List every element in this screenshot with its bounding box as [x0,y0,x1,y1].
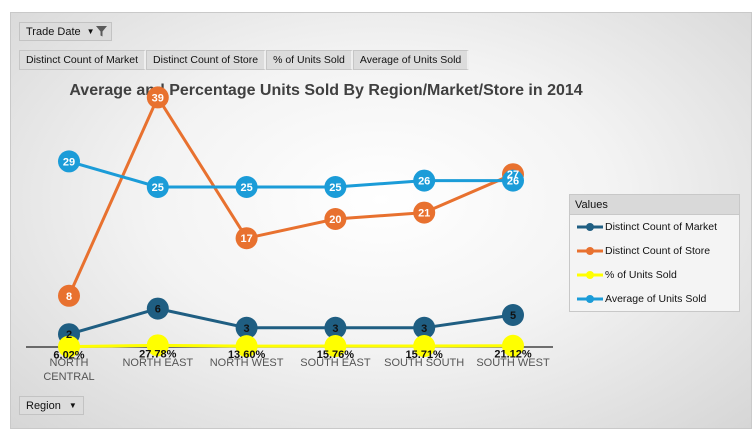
data-point[interactable] [58,150,80,173]
data-point[interactable] [235,227,258,250]
data-label: 3 [332,323,338,335]
data-label: 25 [240,182,252,194]
data-label: 6 [155,304,161,316]
data-label: 15.76% [317,349,355,361]
data-label: 25 [329,182,341,194]
chart-title: Average and Percentage Units Sold By Reg… [69,82,583,99]
legend-marker-line-icon [577,271,603,279]
data-point[interactable] [413,201,436,224]
plot-area: NORTH CENTRAL NORTH EAST NORTH WEST SOUTH EA… [26,86,553,383]
data-point[interactable] [502,334,524,357]
legend: Values Distinct Count of Market Distinct… [569,194,740,312]
data-label: 26 [507,176,519,188]
legend-label: % of Units Sold [605,269,677,281]
data-point[interactable] [146,176,169,198]
value-button-distinct-count-market[interactable]: Distinct Count of Market [19,50,147,70]
data-point[interactable] [146,297,169,320]
value-button-distinct-count-store[interactable]: Distinct Count of Store [146,50,267,70]
data-point[interactable] [235,176,258,198]
trade-date-filter-label: Trade Date [26,25,81,38]
data-label: 3 [421,323,427,335]
series-line--of-units-sold [68,343,514,349]
data-point[interactable] [58,335,80,358]
pivot-chart-area: Trade Date ▼ Distinct Count of Market Di… [10,12,752,429]
data-label: 27.78% [139,348,177,360]
series-line-distinct-count-of-store [67,95,514,297]
x-tick-label: SOUTH WEST [476,357,550,369]
data-point[interactable] [413,335,436,358]
data-point[interactable] [502,169,524,192]
x-tick-label: SOUTH EAST [300,357,371,369]
legend-item-average-units-sold[interactable]: Average of Units Sold [570,287,739,311]
data-point[interactable] [324,335,347,358]
legend-item-pct-units-sold[interactable]: % of Units Sold [570,263,739,287]
data-point[interactable] [235,335,258,358]
data-point[interactable] [324,176,347,198]
legend-label: Average of Units Sold [605,293,707,305]
data-label: 26 [418,176,430,188]
value-button-pct-units-sold[interactable]: % of Units Sold [266,50,353,70]
data-point[interactable] [324,316,347,339]
dropdown-arrow-icon: ▼ [86,27,95,36]
data-label: 17 [240,233,252,245]
data-label: 5 [510,310,516,322]
data-point[interactable] [502,304,524,326]
legend-label: Distinct Count of Market [605,221,718,233]
data-label: 3 [244,323,250,335]
legend-item-distinct-count-market[interactable]: Distinct Count of Market [570,215,739,239]
data-point[interactable] [146,86,169,109]
legend-item-distinct-count-store[interactable]: Distinct Count of Store [570,239,739,263]
data-label: 20 [329,214,341,226]
data-point[interactable] [324,208,347,230]
data-label: 29 [63,156,75,168]
x-tick-label: NORTH WEST [210,357,284,369]
data-label: 25 [152,182,164,194]
data-label: 2 [66,329,72,341]
value-field-buttons: Distinct Count of Market Distinct Count … [19,50,470,70]
x-tick-label: NORTH EAST [122,357,193,369]
data-point[interactable] [413,316,436,339]
data-label: 15.71% [406,349,444,361]
legend-header: Values [570,195,739,215]
data-label: 39 [152,92,164,104]
data-label: 21.12% [494,349,532,361]
x-tick-label: NORTH CENTRAL [43,357,94,383]
region-field-label: Region [26,399,61,412]
data-point[interactable] [146,334,169,357]
data-label: 27 [507,169,519,181]
filter-funnel-icon [95,26,107,37]
data-label: 6.02% [53,350,84,362]
data-point[interactable] [58,284,80,307]
legend-label: Distinct Count of Store [605,245,711,257]
series-line-average-of-units-sold [68,159,513,189]
trade-date-filter-button[interactable]: Trade Date ▼ [19,22,112,41]
data-label: 21 [418,208,430,220]
legend-marker-line-icon [577,223,603,231]
data-label: 8 [66,291,72,303]
series-line-distinct-count-of-market [68,307,514,336]
data-point[interactable] [235,316,258,339]
data-point[interactable] [413,169,436,192]
region-axis-field-button[interactable]: Region ▼ [19,396,84,415]
legend-marker-line-icon [577,295,603,303]
value-button-average-units-sold[interactable]: Average of Units Sold [352,50,470,70]
dropdown-arrow-icon: ▼ [68,401,77,410]
legend-marker-line-icon [577,247,603,255]
x-tick-label: SOUTH SOUTH [384,357,464,369]
data-label: 13.60% [228,349,266,361]
